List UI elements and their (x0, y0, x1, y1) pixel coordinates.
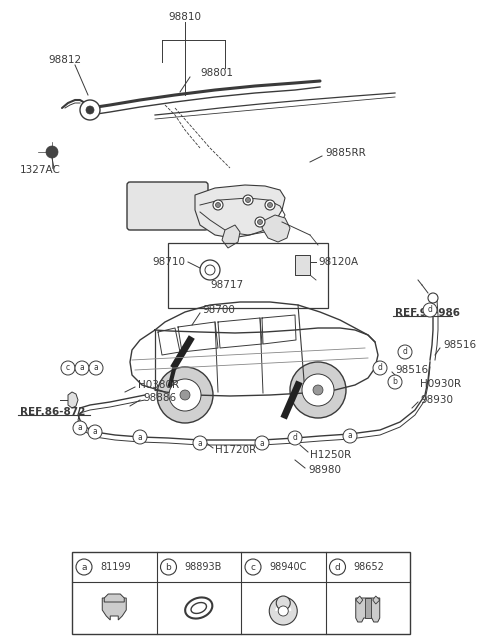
Circle shape (245, 559, 261, 575)
Text: 1327AC: 1327AC (20, 165, 61, 175)
Text: 98516: 98516 (395, 365, 428, 375)
Circle shape (313, 385, 323, 395)
Circle shape (46, 146, 58, 158)
Text: 98652: 98652 (353, 562, 384, 572)
Text: 98700: 98700 (202, 305, 235, 315)
Circle shape (388, 375, 402, 389)
Text: b: b (393, 377, 397, 386)
Text: 98810: 98810 (168, 12, 202, 22)
Circle shape (169, 379, 201, 411)
Polygon shape (222, 225, 240, 248)
Text: a: a (94, 363, 98, 372)
Circle shape (75, 361, 89, 375)
Circle shape (133, 430, 147, 444)
Text: 98120A: 98120A (318, 257, 358, 267)
Circle shape (255, 436, 269, 450)
Text: a: a (78, 424, 83, 433)
Text: H0930R: H0930R (420, 379, 461, 389)
Text: REF.91-986: REF.91-986 (395, 308, 460, 318)
Circle shape (329, 559, 346, 575)
Text: c: c (251, 563, 255, 572)
Bar (295, 255, 310, 275)
Text: d: d (335, 563, 340, 572)
Circle shape (243, 195, 253, 205)
Circle shape (88, 425, 102, 439)
Circle shape (213, 200, 223, 210)
Circle shape (267, 203, 273, 208)
Circle shape (80, 100, 100, 120)
Circle shape (216, 203, 220, 208)
Text: d: d (403, 347, 408, 356)
Text: H0380R: H0380R (138, 380, 179, 390)
Bar (168, 243, 328, 308)
Text: a: a (138, 433, 143, 442)
Text: REF.86-872: REF.86-872 (20, 407, 85, 417)
Circle shape (269, 597, 297, 625)
Text: 98886: 98886 (143, 393, 176, 403)
Circle shape (276, 596, 290, 610)
Circle shape (157, 367, 213, 423)
Polygon shape (195, 185, 285, 238)
Circle shape (373, 361, 387, 375)
Text: d: d (293, 433, 298, 442)
Circle shape (290, 362, 346, 418)
Circle shape (89, 361, 103, 375)
Polygon shape (104, 594, 124, 602)
Text: 98893B: 98893B (184, 562, 222, 572)
Circle shape (257, 219, 263, 224)
FancyBboxPatch shape (127, 182, 208, 230)
Text: 98812: 98812 (48, 55, 82, 65)
Text: a: a (80, 363, 84, 372)
Bar (72, 552, 410, 634)
Circle shape (61, 361, 75, 375)
Circle shape (288, 431, 302, 445)
Circle shape (193, 436, 207, 450)
Text: 9885RR: 9885RR (325, 148, 366, 158)
Text: d: d (378, 363, 383, 372)
Text: 98930: 98930 (420, 395, 453, 405)
Text: H1250R: H1250R (310, 450, 351, 460)
Text: 98710: 98710 (152, 257, 185, 267)
Circle shape (255, 217, 265, 227)
Text: a: a (93, 428, 97, 437)
Polygon shape (365, 598, 371, 618)
Circle shape (278, 606, 288, 616)
Polygon shape (262, 215, 290, 242)
Text: H1720R: H1720R (215, 445, 256, 455)
Polygon shape (102, 598, 126, 620)
Text: 98717: 98717 (210, 280, 243, 290)
Text: 98516: 98516 (443, 340, 476, 350)
Circle shape (245, 197, 251, 203)
Polygon shape (356, 596, 363, 604)
Circle shape (398, 345, 412, 359)
Text: a: a (81, 563, 87, 572)
Circle shape (423, 303, 437, 317)
Polygon shape (68, 392, 78, 408)
Circle shape (302, 374, 334, 406)
Text: 98801: 98801 (200, 68, 233, 78)
Polygon shape (373, 596, 380, 604)
Text: c: c (66, 363, 70, 372)
Circle shape (73, 421, 87, 435)
Circle shape (428, 293, 438, 303)
Text: a: a (260, 439, 264, 448)
Text: 98980: 98980 (308, 465, 341, 475)
Circle shape (205, 265, 215, 275)
Circle shape (76, 559, 92, 575)
Text: a: a (348, 431, 352, 440)
Circle shape (86, 106, 94, 114)
Circle shape (160, 559, 177, 575)
Text: 81199: 81199 (100, 562, 131, 572)
Text: d: d (428, 305, 432, 314)
Circle shape (343, 429, 357, 443)
Circle shape (200, 260, 220, 280)
Text: a: a (198, 439, 203, 448)
Circle shape (265, 200, 275, 210)
Text: 98940C: 98940C (269, 562, 306, 572)
Text: b: b (166, 563, 171, 572)
Circle shape (180, 390, 190, 400)
Polygon shape (356, 598, 380, 622)
